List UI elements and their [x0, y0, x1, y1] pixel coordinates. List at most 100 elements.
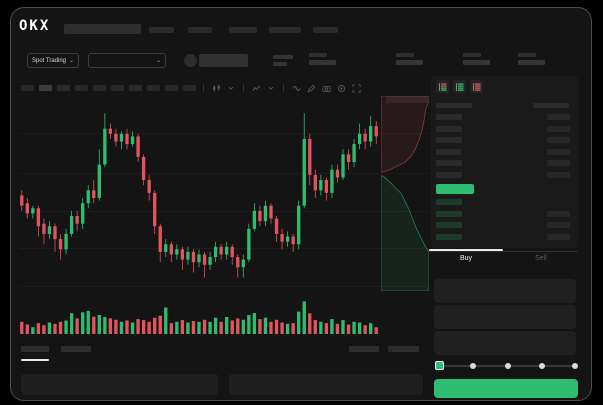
- orderbook-view-asks-icon[interactable]: [470, 80, 483, 93]
- chevron-down-icon[interactable]: [266, 83, 276, 93]
- camera-snapshot-icon[interactable]: [321, 83, 331, 93]
- row-amount-placeholder: [547, 137, 570, 143]
- line-chart-icon[interactable]: [291, 83, 301, 93]
- slider-stop[interactable]: [572, 363, 578, 369]
- timeframe-button[interactable]: [111, 85, 124, 91]
- nav-item-placeholder[interactable]: [149, 27, 174, 33]
- ask-row-price[interactable]: [436, 160, 462, 166]
- bid-row-price[interactable]: [436, 233, 462, 240]
- stat-label-placeholder: [309, 53, 327, 57]
- bid-row-price[interactable]: [436, 210, 462, 217]
- ask-row-price[interactable]: [436, 114, 462, 120]
- timeframe-button[interactable]: [93, 85, 106, 91]
- stat-value-placeholder: [396, 60, 423, 65]
- price-input[interactable]: [434, 279, 576, 303]
- orders-panel-placeholder: [229, 374, 423, 395]
- depth-column-header-placeholder: [386, 96, 428, 103]
- market-type-selector[interactable]: Spot Trading ⌄: [27, 53, 79, 68]
- stat-label-placeholder: [396, 53, 414, 57]
- slider-stop[interactable]: [505, 363, 511, 369]
- amount-slider-handle[interactable]: [435, 361, 444, 370]
- toolbar-divider: [203, 84, 204, 92]
- stat-value-placeholder: [309, 60, 336, 65]
- coin-avatar: [184, 54, 197, 67]
- timeframe-button-active[interactable]: [39, 85, 52, 91]
- row-amount-placeholder: [547, 114, 570, 120]
- orderbook-view-bids-icon[interactable]: [453, 80, 466, 93]
- timeframe-button[interactable]: [183, 85, 196, 91]
- row-amount-placeholder: [547, 222, 570, 228]
- nav-item-placeholder[interactable]: [188, 27, 212, 33]
- row-amount-placeholder: [547, 233, 570, 240]
- candlestick-chart[interactable]: [19, 103, 379, 293]
- nav-item-placeholder[interactable]: [229, 27, 257, 33]
- app-window: OKX Spot Trading ⌄ ⌄: [10, 7, 592, 401]
- bottom-tab-placeholder[interactable]: [61, 346, 91, 352]
- timeframe-button[interactable]: [165, 85, 178, 91]
- tab-buy[interactable]: Buy: [459, 255, 473, 262]
- indicators-icon[interactable]: [251, 83, 261, 93]
- slider-stop[interactable]: [539, 363, 545, 369]
- amount-input[interactable]: [434, 305, 576, 329]
- bid-row-price[interactable]: [436, 222, 462, 228]
- ask-row-price[interactable]: [436, 148, 462, 155]
- tab-sell[interactable]: Sell: [535, 255, 547, 262]
- timeframe-button[interactable]: [147, 85, 160, 91]
- pair-selector[interactable]: ⌄: [88, 53, 166, 68]
- bottom-tab-active-placeholder[interactable]: [21, 346, 49, 352]
- bottom-action-placeholder[interactable]: [349, 346, 379, 352]
- bid-row-price[interactable]: [436, 199, 462, 205]
- slider-stop[interactable]: [470, 363, 476, 369]
- orderbook-view-toggles: [436, 80, 483, 93]
- ask-row-price[interactable]: [436, 137, 462, 143]
- timeframe-button[interactable]: [129, 85, 142, 91]
- stat-value-placeholder: [518, 60, 545, 65]
- orderbook-panel: [431, 76, 578, 248]
- stat-value-placeholder: [463, 60, 490, 65]
- buy-tab-indicator: [429, 249, 503, 251]
- chart-gridline: [19, 286, 429, 287]
- row-amount-placeholder: [547, 160, 570, 166]
- search-input[interactable]: [64, 24, 141, 34]
- row-amount-placeholder: [547, 171, 570, 178]
- toolbar-divider: [243, 84, 244, 92]
- change-placeholder: [273, 55, 293, 59]
- row-amount-placeholder: [547, 125, 570, 132]
- tab-divider: [429, 251, 578, 252]
- chart-gridline: [19, 211, 429, 212]
- timeframe-button[interactable]: [75, 85, 88, 91]
- ask-row-price[interactable]: [436, 171, 462, 178]
- toolbar-divider: [283, 84, 284, 92]
- row-amount-placeholder: [547, 210, 570, 217]
- chart-gridline: [19, 173, 429, 174]
- total-input[interactable]: [434, 331, 576, 355]
- timeframe-button[interactable]: [57, 85, 70, 91]
- volume-bars: [20, 301, 378, 334]
- depth-chart: [381, 96, 429, 291]
- change-placeholder: [273, 62, 287, 66]
- last-price-bar[interactable]: [436, 184, 474, 194]
- chevron-down-icon: ⌄: [155, 57, 161, 64]
- row-amount-placeholder: [547, 148, 570, 155]
- last-price-placeholder: [199, 54, 248, 67]
- market-type-label: Spot Trading: [32, 57, 67, 64]
- buy-button[interactable]: [434, 379, 578, 398]
- stat-label-placeholder: [518, 53, 536, 57]
- nav-item-placeholder[interactable]: [313, 27, 338, 33]
- orderbook-view-both-icon[interactable]: [436, 80, 449, 93]
- stat-label-placeholder: [463, 53, 481, 57]
- orderbook-price-header-placeholder: [436, 103, 472, 108]
- candle-type-icon[interactable]: [211, 83, 221, 93]
- orderbook-amount-header-placeholder: [533, 103, 569, 108]
- ask-row-price[interactable]: [436, 125, 462, 132]
- bottom-action-placeholder[interactable]: [388, 346, 419, 352]
- chevron-down-icon[interactable]: [226, 83, 236, 93]
- nav-item-placeholder[interactable]: [269, 27, 301, 33]
- settings-gear-icon[interactable]: [336, 83, 346, 93]
- chart-toolbar: [21, 83, 361, 93]
- fullscreen-icon[interactable]: [351, 83, 361, 93]
- draw-pencil-icon[interactable]: [306, 83, 316, 93]
- okx-logo[interactable]: OKX: [19, 18, 51, 34]
- timeframe-button[interactable]: [21, 85, 34, 91]
- chart-gridline: [19, 133, 429, 134]
